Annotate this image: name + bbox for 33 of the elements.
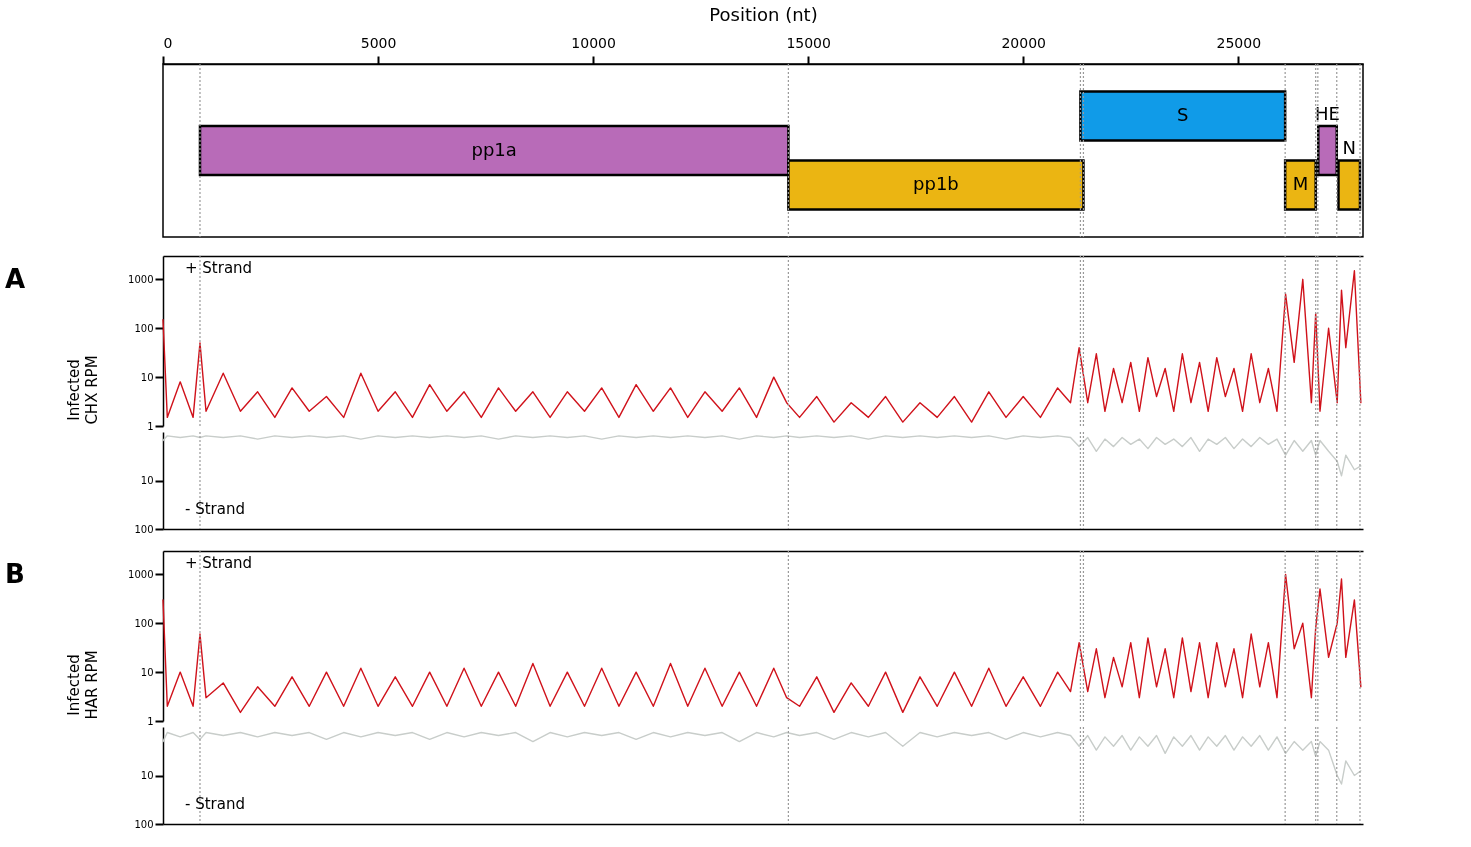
x-tick-label: 15000	[786, 34, 831, 51]
y-tick-label: 100	[134, 617, 154, 629]
series-label: pp1a	[471, 138, 517, 160]
annotation: - Strand	[185, 500, 245, 518]
series-label: S	[1177, 103, 1189, 125]
y-tick-label: 1000	[128, 273, 154, 285]
text: B	[5, 559, 25, 589]
y-tick-label: 10	[140, 475, 154, 486]
x-tick-label: 0	[163, 34, 173, 51]
series-label: pp1b	[913, 173, 959, 195]
y-axis-title: Infected CHX RPM	[64, 355, 101, 425]
series-label: M	[1292, 173, 1309, 195]
text: A	[5, 264, 26, 294]
x-tick-label: 25000	[1216, 34, 1262, 51]
y-tick-label: 1000	[128, 568, 154, 580]
annotation: + Strand	[185, 554, 253, 572]
annotation: - Strand	[185, 795, 245, 813]
y-axis-title: Infected HAR RPM	[64, 650, 101, 720]
y-tick-label: 10	[140, 770, 154, 781]
y-tick-label: 100	[134, 818, 154, 830]
series-label: HE	[1315, 102, 1340, 124]
x-tick-label: 20000	[1001, 34, 1046, 51]
y-tick-label: 100	[134, 523, 154, 535]
y-tick-label: 100	[134, 322, 154, 334]
x-tick-label: 10000	[571, 34, 616, 51]
y-tick-label: 10	[140, 371, 154, 383]
y-tick-label: 10	[140, 666, 154, 678]
y-tick-label: 1	[147, 420, 154, 432]
x-axis-title: Position (nt)	[709, 3, 818, 25]
x-tick-label: 5000	[360, 34, 397, 51]
y-tick-label: 1	[147, 715, 154, 727]
annotation: + Strand	[185, 259, 253, 277]
series-label: N	[1342, 137, 1356, 159]
